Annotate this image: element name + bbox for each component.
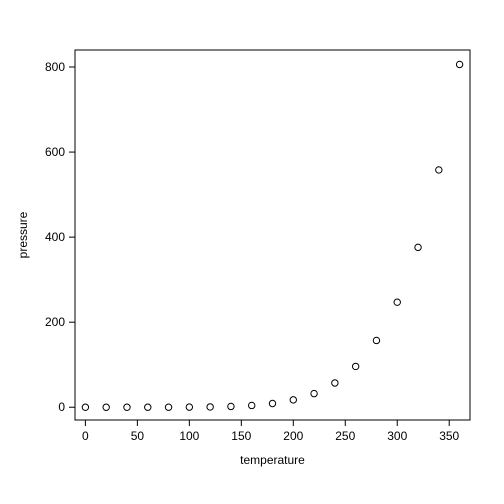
x-tick-label: 250	[335, 429, 355, 443]
x-tick-label: 350	[439, 429, 459, 443]
x-tick-label: 200	[283, 429, 303, 443]
x-tick-label: 300	[387, 429, 407, 443]
y-tick-label: 400	[45, 230, 65, 244]
y-tick-label: 800	[45, 60, 65, 74]
y-tick-label: 0	[58, 400, 65, 414]
y-axis-label: pressure	[16, 211, 30, 258]
x-tick-label: 100	[179, 429, 199, 443]
x-tick-label: 0	[82, 429, 89, 443]
x-axis-label: temperature	[240, 453, 305, 467]
x-tick-label: 150	[231, 429, 251, 443]
y-tick-label: 200	[45, 315, 65, 329]
y-tick-label: 600	[45, 145, 65, 159]
pressure-vs-temperature-chart: 0 50 100 150 200 250 300 350 0 200 400 600 800 temper…	[0, 0, 504, 504]
x-tick-label: 50	[131, 429, 145, 443]
